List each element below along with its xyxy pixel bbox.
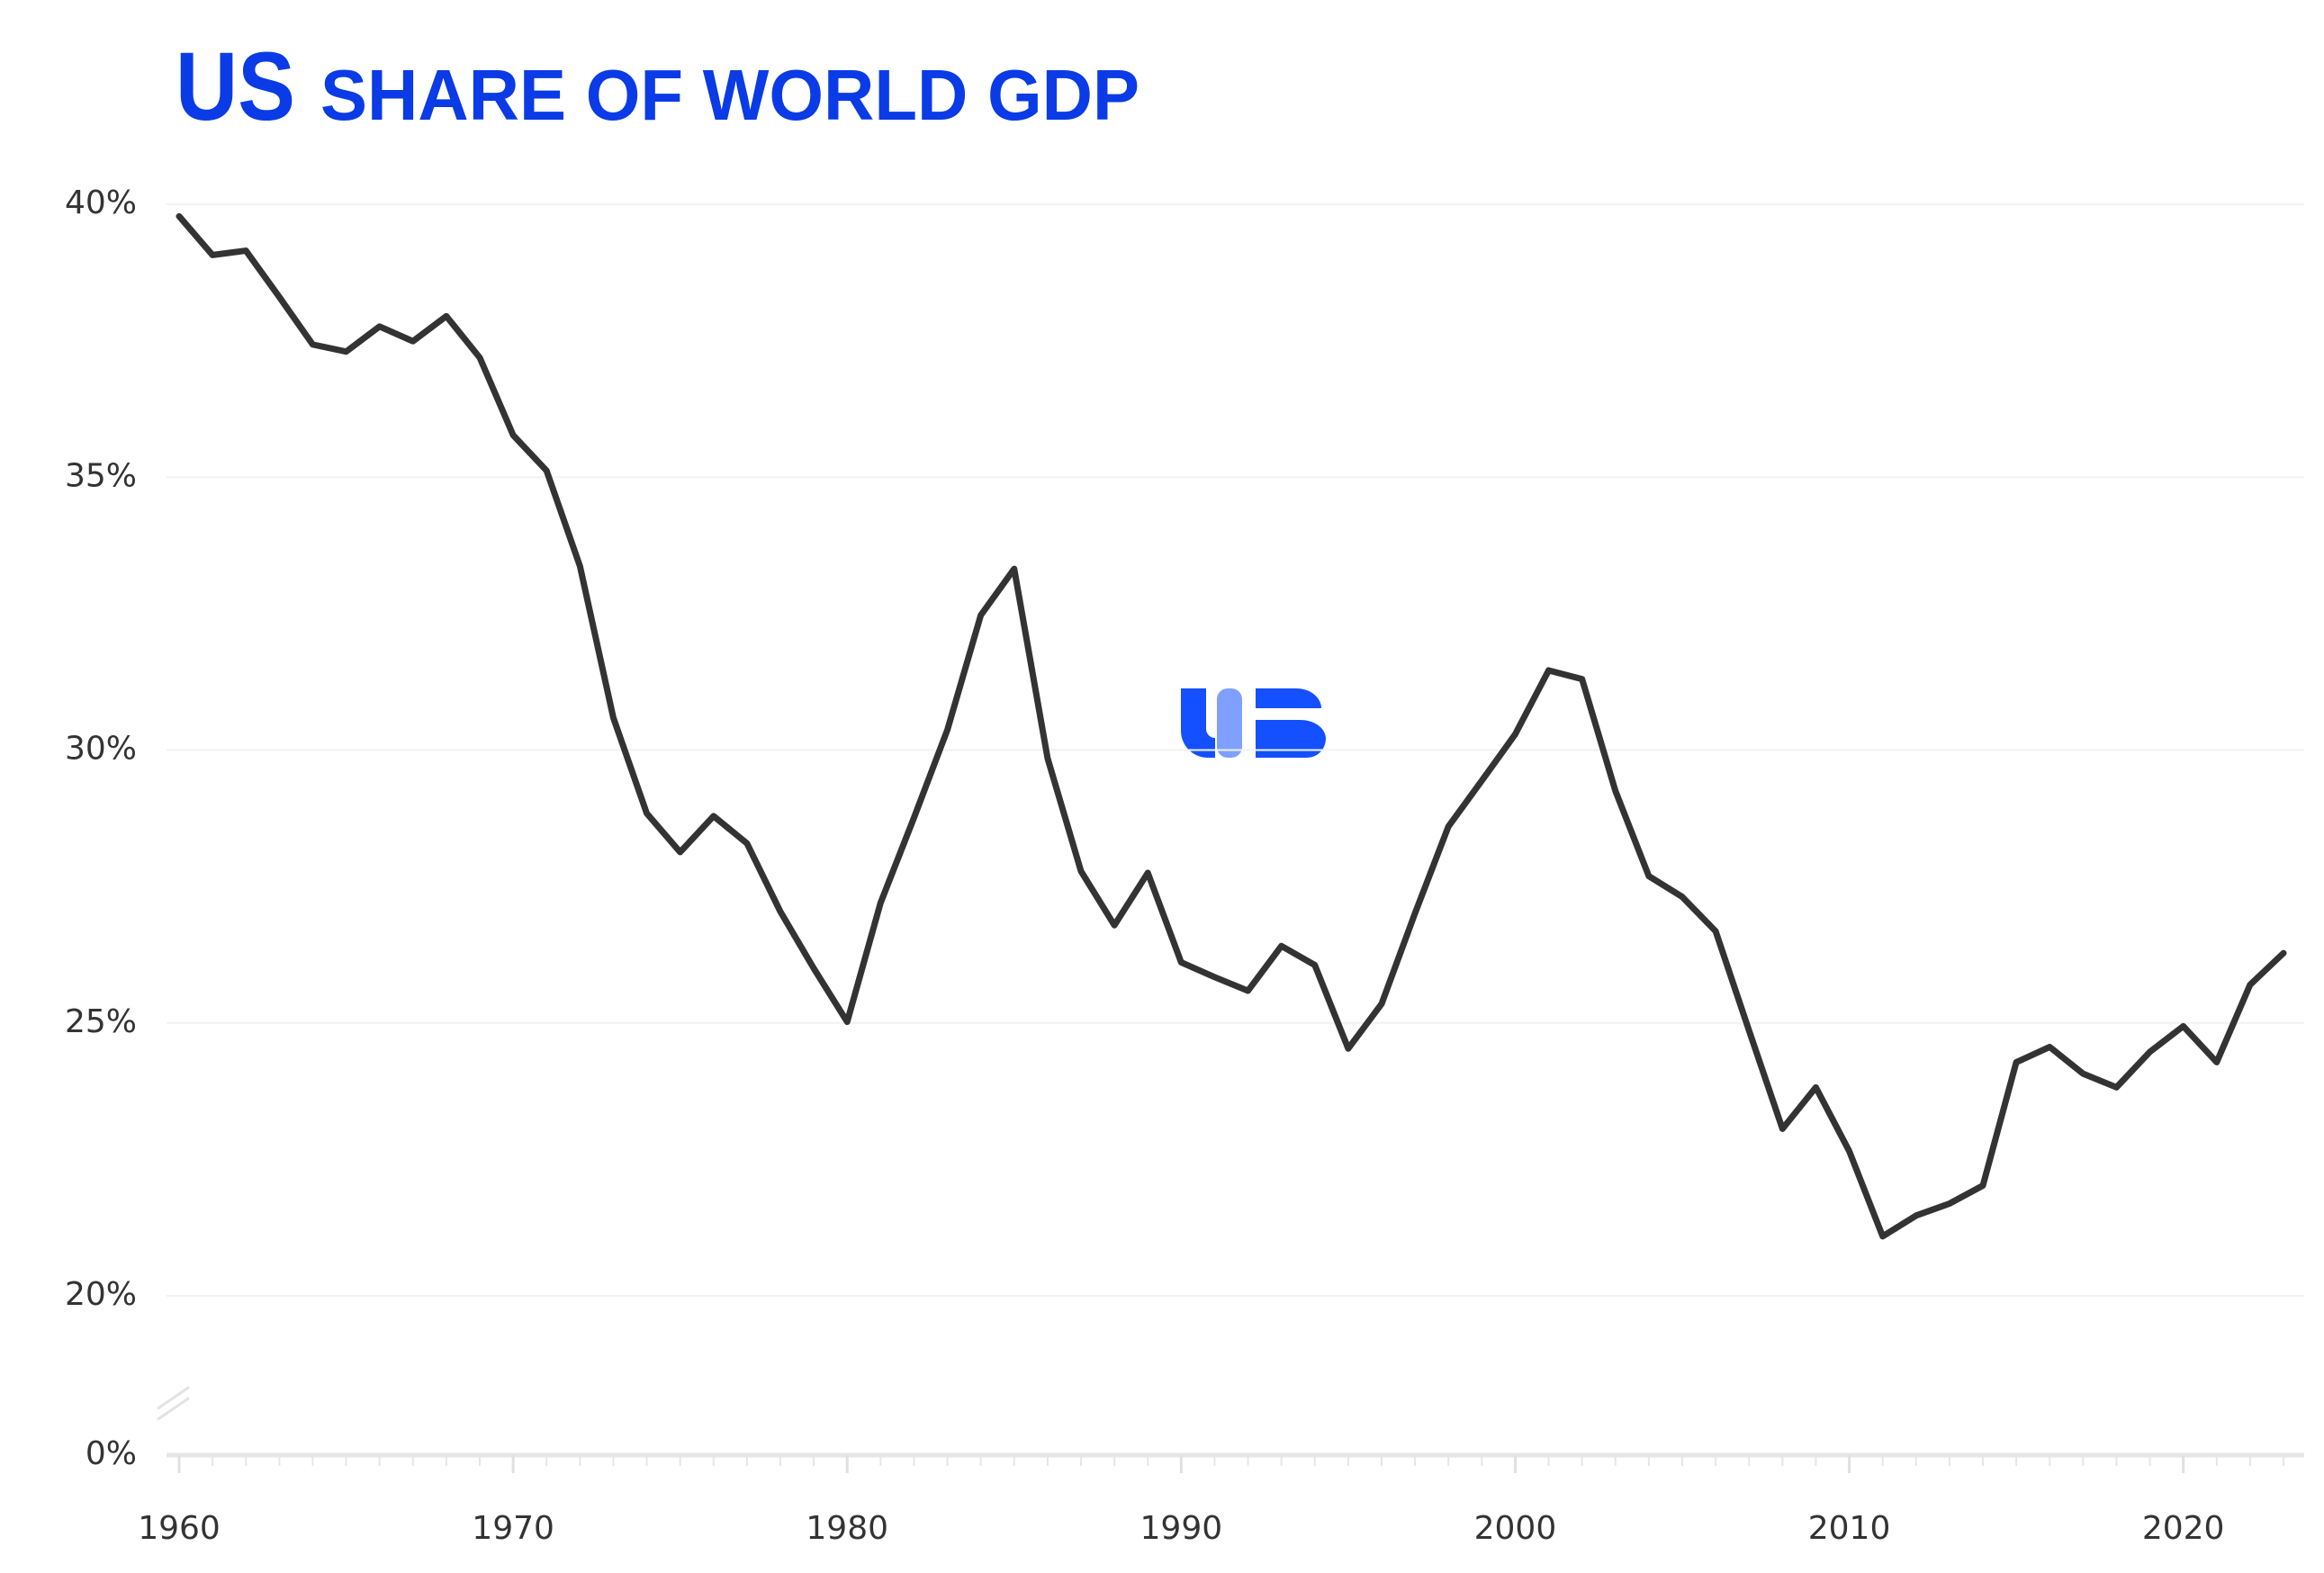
x-tick-label: 1980 <box>806 1510 888 1547</box>
axis-break <box>157 1397 190 1421</box>
x-tick-label: 1990 <box>1140 1510 1223 1547</box>
chart-title: SHARE OF WORLD GDP <box>320 55 1139 135</box>
logo <box>1181 688 1326 758</box>
axis-break <box>157 1386 190 1410</box>
y-tick-label: 25% <box>65 1003 137 1040</box>
y-tick-label: 20% <box>65 1276 137 1313</box>
chart-title: US <box>176 31 295 140</box>
y-tick-label: 0% <box>86 1435 137 1472</box>
x-tick-label: 2020 <box>2142 1510 2225 1547</box>
x-tick-label: 1960 <box>138 1510 221 1547</box>
y-tick-label: 30% <box>65 731 137 768</box>
x-tick-label: 2010 <box>1808 1510 1891 1547</box>
y-tick-label: 35% <box>65 457 137 494</box>
x-tick-label: 2000 <box>1474 1510 1557 1547</box>
data-line <box>176 212 2287 1240</box>
y-tick-label: 40% <box>65 184 137 221</box>
x-tick-label: 1970 <box>472 1510 554 1547</box>
